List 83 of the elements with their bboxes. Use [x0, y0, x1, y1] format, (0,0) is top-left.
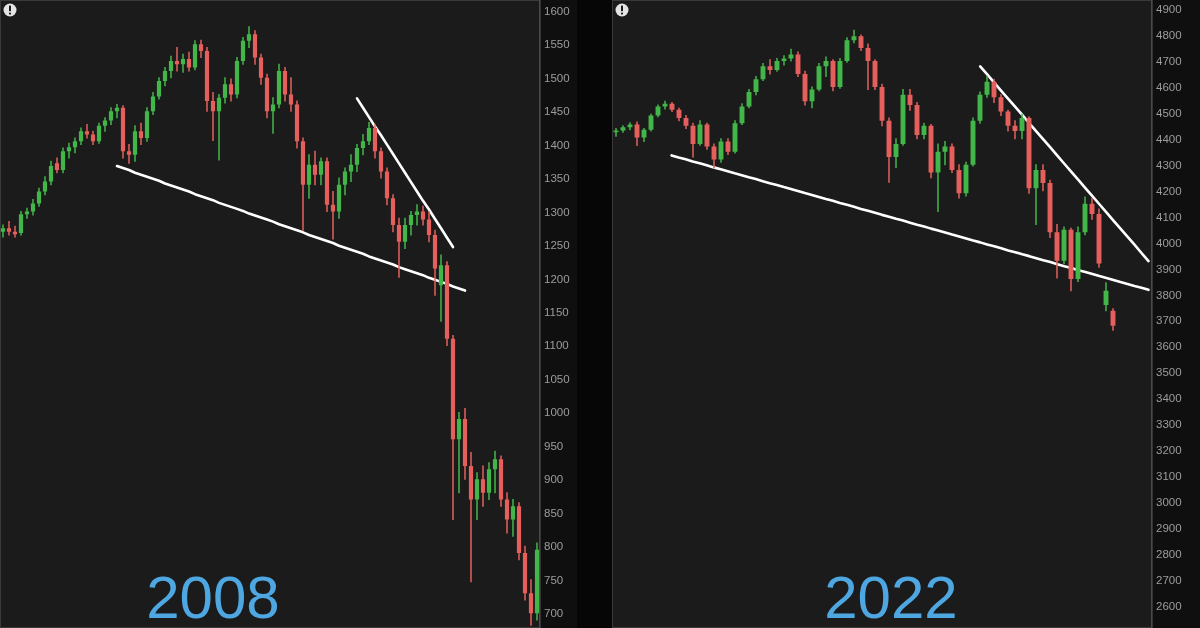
y-tick-label: 4300: [1156, 158, 1182, 171]
y-tick-label: 850: [544, 506, 564, 519]
candlestick: [102, 117, 108, 132]
y-tick-label: 950: [544, 439, 564, 452]
y-tick-label: 1200: [544, 272, 570, 285]
candlestick: [246, 26, 252, 49]
y-tick-label: 1350: [544, 172, 570, 185]
candlestick: [6, 221, 12, 236]
y-tick-label: 4500: [1156, 106, 1182, 119]
candlestick: [216, 93, 222, 161]
candlestick: [942, 140, 948, 166]
y-tick-label: 1250: [544, 239, 570, 252]
candlestick: [138, 122, 144, 146]
y-tick-label: 1400: [544, 138, 570, 151]
y-tick-label: 3900: [1156, 262, 1182, 275]
y-tick-label: 1450: [544, 105, 570, 118]
line-series: [978, 65, 1150, 263]
candlestick: [414, 204, 420, 226]
candlestick: [312, 150, 318, 186]
candlestick: [348, 154, 354, 182]
y-tick-label: 3500: [1156, 366, 1182, 379]
candlestick: [613, 127, 619, 137]
y-tick-label: 1150: [544, 305, 569, 318]
line-series: [670, 154, 1150, 292]
y-tick-label: 3700: [1156, 314, 1182, 327]
y-tick-label: 1050: [544, 372, 570, 385]
candlestick: [270, 97, 276, 134]
y-tick-label: 4100: [1156, 210, 1182, 223]
y-tick-label: 3300: [1156, 418, 1182, 431]
candlestick: [510, 498, 516, 537]
y-tick-label: 3800: [1156, 288, 1182, 301]
candlestick: [360, 134, 366, 156]
y-tick-label: 900: [544, 473, 564, 486]
y-tick-label: 3000: [1156, 496, 1182, 509]
text: 2022: [824, 564, 958, 628]
y-tick-label: 4700: [1156, 54, 1182, 67]
candlestick: [492, 450, 498, 494]
line-series: [355, 97, 455, 249]
y-tick-label: 2800: [1156, 548, 1182, 561]
candlestick: [126, 144, 132, 164]
y-tick-label: 4000: [1156, 236, 1182, 249]
text: 2008: [146, 564, 280, 628]
candlestick: [330, 190, 336, 240]
y-tick-label: 3200: [1156, 444, 1182, 457]
y-tick-label: 1100: [544, 339, 569, 352]
y-tick-label: 1500: [544, 71, 570, 84]
y-tick-label: 4600: [1156, 80, 1182, 93]
candlestick: [66, 142, 72, 159]
y-tick-label: 700: [544, 607, 564, 620]
y-tick-label: 3600: [1156, 340, 1182, 353]
candlestick: [180, 53, 186, 73]
y-tick-label: 1550: [544, 38, 570, 51]
candlestick: [24, 207, 30, 219]
line-series: [115, 164, 467, 292]
candlestick: [456, 411, 462, 494]
candlestick: [288, 77, 294, 112]
y-tick-label: 1600: [544, 4, 570, 17]
candlestick: [438, 254, 444, 322]
y-tick-label: 3400: [1156, 392, 1182, 405]
candlestick: [174, 47, 180, 72]
candlestick: [210, 91, 216, 142]
candlestick: [767, 59, 773, 75]
y-tick-label: 2700: [1156, 573, 1182, 586]
candlestick: [396, 217, 402, 278]
y-tick-label: 750: [544, 573, 564, 586]
candlestick: [72, 137, 78, 154]
candlestick: [12, 225, 18, 238]
candlestick: [480, 465, 486, 507]
candlestick: [781, 55, 787, 66]
candlestick: [84, 124, 90, 139]
y-tick-label: 4200: [1156, 184, 1182, 197]
y-tick-label: 1000: [544, 406, 570, 419]
candlestick: [114, 103, 120, 119]
y-tick-label: 4800: [1156, 29, 1182, 42]
y-tick-label: 1300: [544, 205, 570, 218]
y-tick-label: 2600: [1156, 599, 1182, 612]
candlestick: [0, 224, 6, 238]
candlestick: [468, 452, 474, 583]
y-tick-label: 4400: [1156, 132, 1182, 145]
y-tick-label: 2900: [1156, 522, 1182, 535]
y-tick-label: 800: [544, 540, 564, 553]
y-tick-label: 4900: [1156, 3, 1182, 16]
y-tick-label: 3100: [1156, 470, 1182, 483]
